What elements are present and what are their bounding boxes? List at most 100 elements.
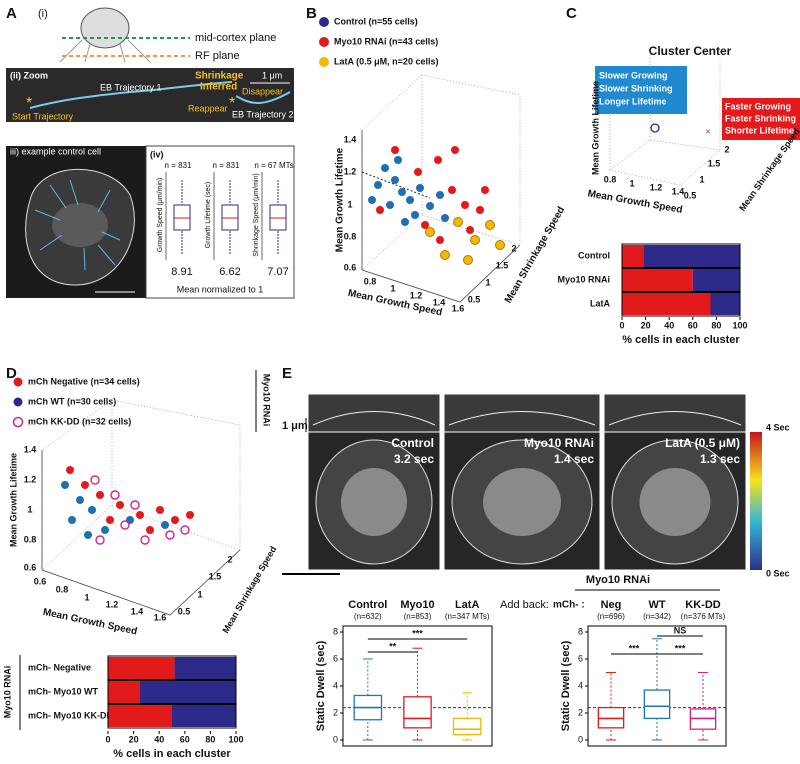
label: Myo10 RNAi (262, 374, 272, 427)
image-label: Myo10 RNAi (524, 436, 594, 450)
label: 1 μm (282, 420, 308, 432)
legend-swatch (12, 416, 24, 428)
bar-segment (108, 681, 140, 703)
label: Reappear (188, 103, 228, 113)
tick-label: 1.4 (344, 134, 357, 144)
info-box (595, 66, 687, 114)
tick-label: 0.5 (178, 606, 191, 616)
tick-label: 0.8 (364, 276, 377, 286)
point (90, 475, 100, 485)
column-label: KK-DD (685, 599, 720, 611)
label: RF plane (195, 50, 240, 62)
shape: 1.4 1.2 1 0.8 0.6 0.6 0.8 1 1.2 1.4 1.6 0.5 1 1.5 2 (24, 444, 233, 622)
panel-letter: D (6, 365, 17, 382)
category-label: mCh- Myo10 WT (28, 686, 99, 696)
image-label: LatA (0.5 μM) (665, 436, 740, 450)
axis (41, 549, 241, 616)
tracks (34, 179, 121, 271)
label: mid-cortex plane (195, 32, 276, 44)
point (386, 201, 394, 209)
tick-label: 0.8 (24, 534, 37, 544)
point (425, 227, 435, 237)
panel-c: C Cluster Center Slower Growing Slower S… (557, 5, 800, 346)
tick-label: 20 (129, 734, 139, 744)
point (470, 235, 480, 245)
column-label: Control (348, 599, 387, 611)
point (66, 466, 74, 474)
tick-label: 2 (227, 554, 232, 564)
axis-title: Growth Speed (μm/min) (157, 178, 164, 252)
point (426, 202, 434, 210)
shape: 1.4 1.2 1 0.8 0.6 0.8 1 1.2 1.4 1.60.5 1 1.52 (344, 134, 517, 313)
tick-label: 1 (629, 178, 634, 188)
axis-title: Shrinkage Speed (μm/min) (253, 173, 260, 256)
trajectory (29, 81, 291, 109)
tick-label: 1.5 (708, 158, 721, 168)
scatter-points (61, 466, 194, 545)
tick-label: 1.2 (650, 182, 663, 192)
tick-label: 0.5 (684, 190, 697, 200)
point (156, 506, 164, 514)
tick-label: 100 (732, 320, 747, 330)
image-label: 3.2 sec (394, 452, 434, 466)
image-strip (307, 393, 441, 433)
label: n = 67 MTs (254, 161, 293, 170)
axis-title: Mean Growth Speed (42, 607, 138, 638)
panel-d: D mCh Negative (n=34 cells) mCh WT (n=30… (2, 365, 278, 760)
point (421, 221, 429, 229)
point (394, 156, 402, 164)
tick-label: 6 (333, 653, 338, 663)
point (96, 491, 104, 499)
tick-label: 1 (27, 504, 32, 514)
label: Faster Growing (725, 101, 791, 111)
tick-label: 1 (485, 277, 490, 287)
tick-label: 0.8 (344, 231, 357, 241)
bar-segment (108, 705, 172, 727)
category-label: LatA (590, 298, 611, 308)
tick-label: 60 (180, 734, 190, 744)
colorbar (750, 432, 762, 570)
axis-title: Mean Growth Lifetime (590, 81, 600, 175)
label: 7.07 (267, 266, 288, 278)
point (485, 220, 495, 230)
bar-segment (710, 293, 740, 315)
significance: *** (412, 628, 423, 638)
bar-segment (622, 245, 644, 267)
point (448, 186, 456, 194)
bar-segment (643, 245, 740, 267)
column-n: (n=632) (354, 612, 382, 621)
panel-letter: A (6, 5, 17, 22)
axes-3d (41, 399, 241, 616)
label: (i) (38, 8, 48, 20)
tick-label: 0.5 (468, 294, 481, 304)
panel-letter: E (282, 365, 292, 382)
marker: * (229, 95, 235, 112)
spindle (639, 468, 711, 536)
point (374, 181, 382, 189)
point (376, 206, 384, 214)
tick-label: 1.4 (672, 186, 685, 196)
tick-label: 8 (578, 626, 583, 636)
label: Mean normalized to 1 (177, 284, 264, 294)
panel-b: B Control (n=55 cells) Myo10 RNAi (n=43 … (306, 5, 567, 319)
tick-label: 0 (619, 320, 624, 330)
point (453, 217, 463, 227)
guide (361, 171, 431, 199)
label: n = 831 (165, 161, 192, 170)
tick-label: 40 (664, 320, 674, 330)
column-n: (n=696) (597, 612, 625, 621)
point (466, 226, 474, 234)
axis-title: Mean Growth Lifetime (8, 453, 18, 547)
axis-title: Static Dwell (sec) (315, 640, 327, 731)
tick-label: 0.8 (56, 584, 69, 594)
axis-title: % cells in each cluster (622, 334, 740, 346)
tick-label: 2 (724, 144, 729, 154)
label: Slower Shrinking (599, 83, 673, 93)
tick-label: 1.4 (433, 297, 446, 307)
box (452, 717, 482, 736)
point (398, 188, 406, 196)
panel-letter: C (566, 5, 577, 22)
tick-label: 0 (333, 734, 338, 744)
tick-label: 1.2 (106, 599, 119, 609)
marker: * (26, 95, 32, 112)
